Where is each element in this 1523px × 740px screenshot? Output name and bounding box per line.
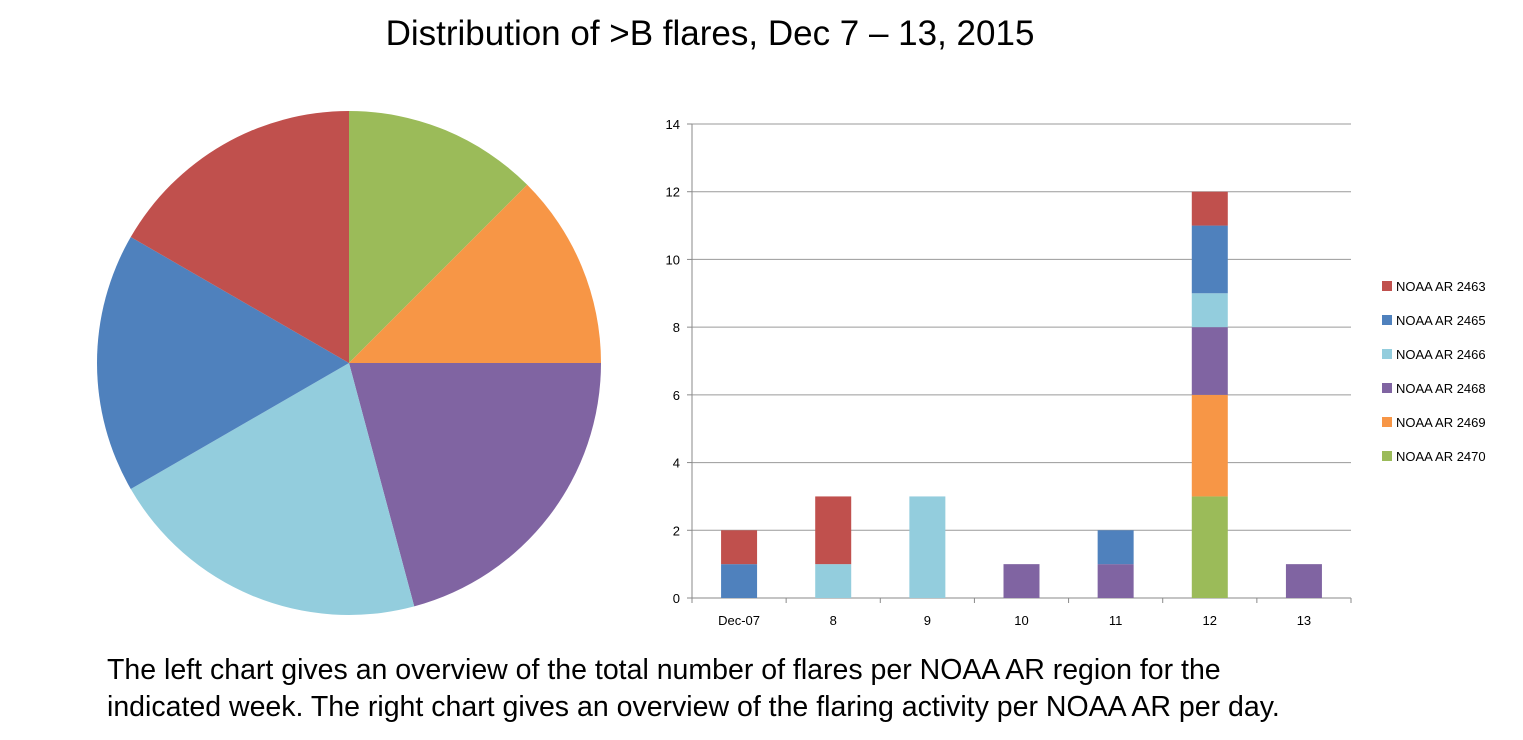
bar-segment-12-noaa-ar-2470: [1191, 496, 1228, 598]
x-tick-label: 11: [1109, 613, 1123, 628]
legend-swatch-noaa-ar-2465: [1382, 315, 1392, 325]
bar-segment-dec-07-noaa-ar-2465: [721, 564, 758, 598]
bar-segment-10-noaa-ar-2468: [1003, 564, 1040, 598]
pie-slice-noaa-ar-2470: [349, 111, 528, 363]
pie-slice-noaa-ar-2468: [349, 363, 601, 607]
y-tick-label: 2: [673, 523, 680, 538]
gridlines: [692, 123, 1351, 531]
x-tick-label: 12: [1203, 613, 1217, 628]
bar-segment-12-noaa-ar-2469: [1191, 394, 1228, 497]
x-tick-label: 8: [830, 613, 837, 628]
x-tick-label: 13: [1297, 613, 1311, 628]
legend-label-noaa-ar-2463: NOAA AR 2463: [1396, 279, 1486, 294]
legend-label-noaa-ar-2468: NOAA AR 2468: [1396, 381, 1486, 396]
pie-slice-noaa-ar-2465: [96, 237, 349, 489]
page-title: Distribution of >B flares, Dec 7 – 13, 2…: [385, 14, 1035, 53]
legend-swatch-noaa-ar-2470: [1382, 451, 1392, 461]
legend-label-noaa-ar-2465: NOAA AR 2465: [1396, 313, 1486, 328]
bar-segment-11-noaa-ar-2468: [1097, 564, 1134, 598]
bar-segment-13-noaa-ar-2468: [1285, 564, 1322, 598]
pie-slice-noaa-ar-2466: [130, 363, 415, 615]
bar-segment-dec-07-noaa-ar-2463: [721, 530, 758, 565]
x-tick-label: Dec-07: [718, 613, 760, 628]
caption-line-1: The left chart gives an overview of the …: [107, 654, 1221, 686]
legend-label-noaa-ar-2469: NOAA AR 2469: [1396, 415, 1486, 430]
y-tick-label: 10: [666, 252, 680, 267]
x-tick-label: 10: [1014, 613, 1028, 628]
caption-line-2: indicated week. The right chart gives an…: [107, 691, 1280, 723]
y-tick-label: 4: [673, 456, 680, 471]
y-tick-label: 0: [673, 591, 680, 606]
pie-slice-noaa-ar-2469: [349, 184, 601, 363]
bar-segment-12-noaa-ar-2466: [1191, 293, 1228, 328]
legend-swatch-noaa-ar-2463: [1382, 281, 1392, 291]
bar-segment-12-noaa-ar-2465: [1191, 225, 1228, 294]
caption: The left chart gives an overview of the …: [107, 652, 1517, 726]
bar-segment-12-noaa-ar-2463: [1191, 191, 1228, 226]
legend-label-noaa-ar-2466: NOAA AR 2466: [1396, 347, 1486, 362]
x-tick-label: 9: [924, 613, 931, 628]
legend-swatch-noaa-ar-2466: [1382, 349, 1392, 359]
bar-segment-8-noaa-ar-2466: [815, 564, 852, 598]
legend: NOAA AR 2463 NOAA AR 2465 NOAA AR 2466 NOAA…: [1382, 279, 1486, 464]
y-tick-label: 8: [673, 320, 680, 335]
legend-label-noaa-ar-2470: NOAA AR 2470: [1396, 449, 1486, 464]
bar-segment-9-noaa-ar-2466: [909, 496, 946, 598]
legend-swatch-noaa-ar-2468: [1382, 383, 1392, 393]
y-tick-label: 6: [673, 388, 680, 403]
pie-chart: [96, 111, 601, 615]
y-tick-label: 14: [666, 117, 680, 132]
bar-segment-8-noaa-ar-2463: [815, 496, 852, 565]
bar-segment-12-noaa-ar-2468: [1191, 327, 1228, 395]
y-tick-label: 12: [666, 185, 680, 200]
pie-slice-noaa-ar-2463: [130, 111, 349, 363]
bar-segment-11-noaa-ar-2465: [1097, 530, 1134, 565]
legend-swatch-noaa-ar-2469: [1382, 417, 1392, 427]
